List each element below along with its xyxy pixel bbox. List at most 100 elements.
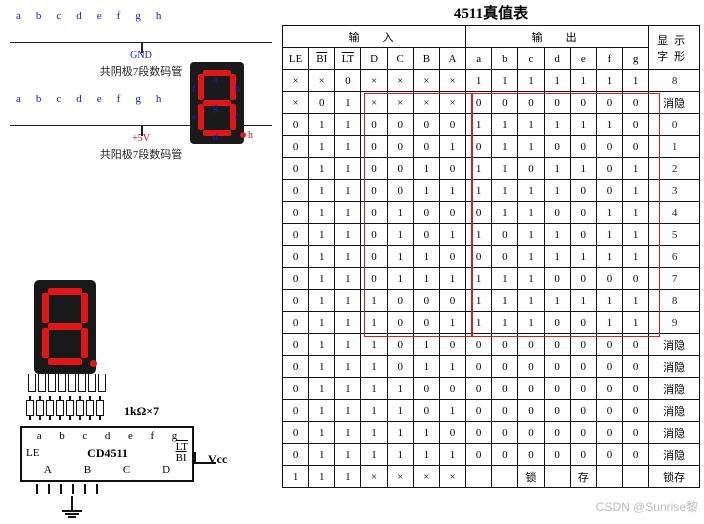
cell-out: 0	[544, 92, 570, 114]
cell-out: 0	[518, 92, 544, 114]
cell-in: 1	[387, 268, 413, 290]
cell-out: 0	[570, 92, 596, 114]
cell-out: 0	[544, 334, 570, 356]
vcc-line	[194, 462, 216, 464]
cell-out: 1	[466, 312, 492, 334]
cell-in: 0	[387, 356, 413, 378]
cell-in: 1	[439, 312, 465, 334]
cell-in: 0	[361, 158, 387, 180]
cell-in: 1	[309, 136, 335, 158]
cell-out: 1	[466, 180, 492, 202]
diode-icon: ▽⃓	[32, 107, 52, 123]
pin-label: b	[36, 10, 42, 22]
cell-in: 1	[309, 202, 335, 224]
cell-in: 1	[361, 422, 387, 444]
cell-in: 1	[439, 136, 465, 158]
cell-in: 0	[283, 312, 309, 334]
cell-out: 0	[544, 400, 570, 422]
cell-in: 0	[439, 246, 465, 268]
cell-in: 0	[413, 378, 439, 400]
cell-in: 0	[361, 114, 387, 136]
table-row: 01111010000000消隐	[283, 400, 700, 422]
cell-in: 0	[413, 400, 439, 422]
cell-in: 1	[335, 422, 361, 444]
diode-row-cc: ▽⃓▽⃓▽⃓▽⃓▽⃓▽⃓▽⃓▽⃓	[6, 24, 276, 40]
diode-icon: ▽⃓	[120, 24, 140, 40]
cell-out: 0	[596, 92, 622, 114]
cell-in: 1	[413, 422, 439, 444]
col-hdr: g	[623, 48, 649, 70]
cell-out: 0	[596, 356, 622, 378]
cell-in: 0	[387, 334, 413, 356]
pin-label: h	[156, 93, 162, 105]
cell-in: 0	[413, 224, 439, 246]
col-hdr: B	[413, 48, 439, 70]
diode-icon: ▽⃓	[76, 24, 96, 40]
table-row: 011010001100114	[283, 202, 700, 224]
cell-display: 2	[649, 158, 700, 180]
cell-in: 1	[387, 378, 413, 400]
cell-in: ×	[283, 92, 309, 114]
cell-in: 0	[439, 334, 465, 356]
cell-out: 0	[544, 356, 570, 378]
cell-in: 0	[283, 334, 309, 356]
cell-out: 0	[466, 378, 492, 400]
cell-out: 1	[544, 224, 570, 246]
cell-in: 1	[387, 444, 413, 466]
cell-out: 0	[466, 136, 492, 158]
cell-in: 0	[283, 202, 309, 224]
table-row: 01111110000000消隐	[283, 444, 700, 466]
pin-label: f	[117, 10, 121, 22]
cell-out: 0	[570, 202, 596, 224]
chip-name: CD4511	[87, 446, 128, 461]
cell-out: 0	[623, 334, 649, 356]
pin-label: g	[135, 93, 141, 105]
cell-out: 0	[570, 422, 596, 444]
cell-out: 0	[518, 356, 544, 378]
truth-table-panel: 4511真值表 输 入输 出显示字形LEBILTDCBAabcdefg××0××…	[282, 2, 700, 488]
cell-in: 0	[361, 136, 387, 158]
seg-label-c: c	[235, 112, 239, 123]
pin-label: e	[97, 10, 102, 22]
cell-out: 1	[596, 290, 622, 312]
cell-in: 1	[335, 246, 361, 268]
left-column: abcdefgh ▽⃓▽⃓▽⃓▽⃓▽⃓▽⃓▽⃓▽⃓ GND 共阴极7段数码管 a…	[6, 10, 276, 168]
diode-icon: ▽⃓	[142, 24, 162, 40]
diode-icon: ▽⃓	[120, 107, 140, 123]
pin-label: c	[56, 93, 61, 105]
cell-out: 0	[544, 444, 570, 466]
col-hdr: d	[544, 48, 570, 70]
cell-out: 0	[518, 158, 544, 180]
cell-in: 1	[413, 444, 439, 466]
cell-out: 1	[518, 268, 544, 290]
cell-out: 1	[570, 246, 596, 268]
hdr-inputs: 输 入	[283, 26, 466, 48]
pin-label: g	[135, 10, 141, 22]
cell-in: ×	[439, 466, 465, 488]
cell-out: 0	[570, 356, 596, 378]
hdr-outputs: 输 出	[466, 26, 649, 48]
cell-out: 0	[492, 92, 518, 114]
diode-icon: ▽⃓	[98, 107, 118, 123]
cell-out: 0	[596, 136, 622, 158]
pin-labels-cc: abcdefgh	[6, 10, 276, 22]
cell-out: 1	[492, 114, 518, 136]
cell-in: 1	[413, 334, 439, 356]
cell-out: 0	[466, 92, 492, 114]
cell-display: 锁存	[649, 466, 700, 488]
chip-top-labels: abcdefg	[24, 430, 190, 442]
cell-in: 1	[309, 466, 335, 488]
cell-display: 消隐	[649, 400, 700, 422]
sevenseg-labeled: a b c d e f g h	[190, 62, 244, 144]
pin-label: d	[76, 10, 82, 22]
cell-out: 0	[570, 400, 596, 422]
cell-out: 0	[570, 334, 596, 356]
cell-out: 1	[623, 224, 649, 246]
cell-in: 1	[309, 268, 335, 290]
cell-display: 消隐	[649, 334, 700, 356]
ca-caption: 共阳极7段数码管	[6, 146, 276, 162]
cell-out: 0	[518, 400, 544, 422]
cell-in: 1	[335, 92, 361, 114]
cell-display: 消隐	[649, 356, 700, 378]
cell-out: 0	[492, 444, 518, 466]
